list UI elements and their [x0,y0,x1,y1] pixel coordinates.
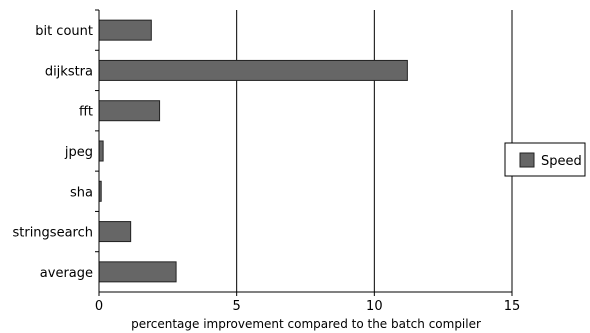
grid-lines [236,10,513,292]
category-label: dijkstra [45,64,93,79]
legend-swatch [519,152,535,168]
category-label: stringsearch [12,226,93,241]
x-axis-title: percentage improvement compared to the b… [131,317,481,331]
bar-bit-count [98,19,152,41]
legend-box [504,142,586,177]
bar-fft [98,100,161,122]
axes [95,9,513,296]
legend: Speed [504,142,586,177]
category-label: fft [79,105,93,120]
legend-label: Speed [541,154,582,169]
category-labels: bit count dijkstra fft jpeg sha stringsearch a… [12,24,93,281]
x-tick-label: 5 [233,299,241,314]
x-tick-label: 15 [504,299,521,314]
category-label: sha [70,185,93,200]
category-label: jpeg [64,145,93,160]
category-label: bit count [35,24,93,39]
x-tick-label: 10 [366,299,383,314]
bar-average [98,261,177,283]
bar-jpeg [98,140,104,162]
category-label: average [40,266,93,281]
bars [98,19,408,283]
bar-dijkstra [98,59,408,81]
tick-labels: 0 5 10 15 [95,299,520,314]
bar-stringsearch [98,221,132,243]
x-tick-label: 0 [95,299,103,314]
